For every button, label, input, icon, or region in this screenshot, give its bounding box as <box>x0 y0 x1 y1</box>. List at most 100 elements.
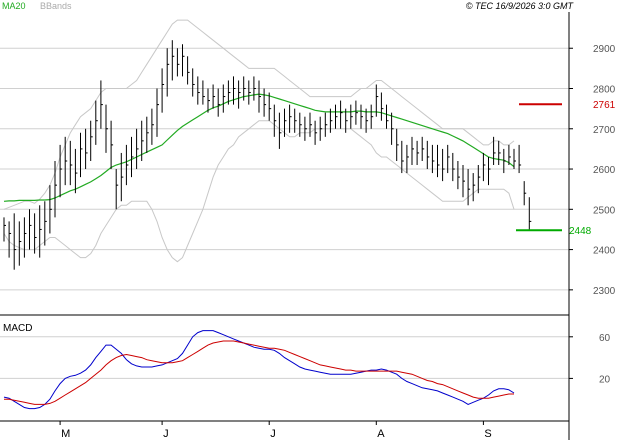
ohlc-bar <box>233 76 236 105</box>
ohlc-bar <box>304 116 307 141</box>
ohlc-bar <box>171 40 175 81</box>
ohlc-bar <box>80 132 83 178</box>
price-tick-label: 2500 <box>593 205 616 216</box>
price-tick-label: 2600 <box>593 165 616 176</box>
price-axis-ticks: 2900 2800 2700 2600 2500 2400 2300 <box>569 44 616 297</box>
ohlc-bar <box>136 128 139 170</box>
ohlc-bar <box>115 169 119 210</box>
ohlc-bar <box>299 112 302 137</box>
ohlc-bar <box>406 144 409 174</box>
signal-line <box>4 340 514 405</box>
ohlc-bar <box>207 88 210 113</box>
ohlc-bar <box>518 144 522 174</box>
macd-title: MACD <box>3 323 32 334</box>
ohlc-bar <box>365 108 369 133</box>
ohlc-bar <box>187 56 190 85</box>
macd-panel: 60 20 MACD <box>0 323 611 410</box>
ohlc-bar <box>273 104 277 137</box>
ohlc-bar <box>131 136 134 178</box>
ohlc-bar <box>268 92 272 121</box>
ohlc-bar <box>227 80 231 105</box>
ohlc-bar <box>151 108 154 145</box>
ohlc-bar <box>59 144 63 198</box>
copyright-text: © TEC 16/9/2026 3:0 GMT <box>466 1 575 11</box>
resistance-label: 2761 <box>593 100 616 111</box>
ohlc-bar <box>34 213 37 254</box>
ohlc-bar <box>39 205 42 258</box>
ohlc-bar <box>156 88 159 137</box>
ohlc-bar <box>508 144 511 166</box>
ohlc-bar <box>426 140 430 170</box>
ohlc-bar <box>482 152 486 182</box>
ohlc-bar <box>447 144 450 174</box>
ohlc-bar <box>166 48 170 97</box>
ohlc-bar <box>3 217 6 242</box>
ohlc-bar <box>324 112 328 137</box>
ohlc-bar <box>340 100 343 129</box>
ohlc-bar <box>380 92 384 121</box>
ohlc-bar <box>95 100 98 145</box>
ohlc-bar <box>370 104 374 129</box>
ohlc-bar <box>416 140 420 166</box>
ohlc-bar <box>375 84 379 117</box>
ohlc-bar <box>263 88 267 117</box>
ohlc-bar <box>472 173 476 202</box>
price-levels: 2761 2448 <box>516 100 616 237</box>
ohlc-bar <box>289 104 292 133</box>
ohlc-bar <box>217 88 221 117</box>
ohlc-bar <box>513 148 516 170</box>
ohlc-bar <box>477 165 481 194</box>
macd-line <box>3 330 515 410</box>
ohlc-bar <box>13 213 17 270</box>
ohlc-bar <box>248 80 251 105</box>
ohlc-bar <box>493 136 496 166</box>
ohlc-bar <box>100 80 103 129</box>
ma20-legend: MA20 <box>2 1 26 11</box>
ohlc-bar <box>192 68 195 97</box>
ohlc-bar <box>110 120 114 170</box>
ohlc-bar <box>120 152 124 202</box>
macd-grid <box>0 336 569 379</box>
ohlc-bar <box>391 112 394 145</box>
ohlc-bar <box>431 144 435 174</box>
ohlc-bar <box>85 128 88 170</box>
ohlc-bar <box>467 169 471 206</box>
x-tick-label: A <box>377 428 385 440</box>
ohlc-bar <box>498 140 501 166</box>
ohlc-bar <box>278 112 282 149</box>
ohlc-bar <box>49 185 52 234</box>
ohlc-bar <box>54 160 57 218</box>
price-tick-label: 2900 <box>593 44 616 55</box>
macd-axis-ticks: 60 20 <box>569 333 611 385</box>
ohlc-bar <box>503 148 506 174</box>
ohlc-bar <box>29 209 32 250</box>
ohlc-bars <box>3 40 532 270</box>
ohlc-bar <box>176 48 180 77</box>
ohlc-bar <box>141 120 144 161</box>
ohlc-bar <box>202 80 205 105</box>
ohlc-bar <box>238 80 241 109</box>
ohlc-bar <box>437 144 440 178</box>
ohlc-bar <box>386 104 389 129</box>
price-panel-bg <box>0 12 569 314</box>
macd-tick-label: 20 <box>599 374 611 385</box>
ohlc-bar <box>44 201 47 246</box>
ohlc-bar <box>253 76 256 101</box>
ohlc-bar <box>105 104 108 153</box>
ohlc-bar <box>8 221 12 258</box>
bband-upper <box>3 19 515 210</box>
ohlc-bar <box>319 116 323 141</box>
ohlc-bar <box>69 140 73 186</box>
price-tick-label: 2700 <box>593 125 616 136</box>
price-tick-label: 2400 <box>593 246 616 257</box>
x-tick-label: S <box>484 428 491 440</box>
ohlc-bar <box>146 116 149 153</box>
ohlc-bar <box>401 140 404 174</box>
ohlc-bar <box>222 84 226 113</box>
ohlc-bar <box>23 217 27 258</box>
ohlc-bar <box>309 112 312 137</box>
ohlc-bar <box>161 68 165 113</box>
ohlc-bar <box>243 76 246 101</box>
